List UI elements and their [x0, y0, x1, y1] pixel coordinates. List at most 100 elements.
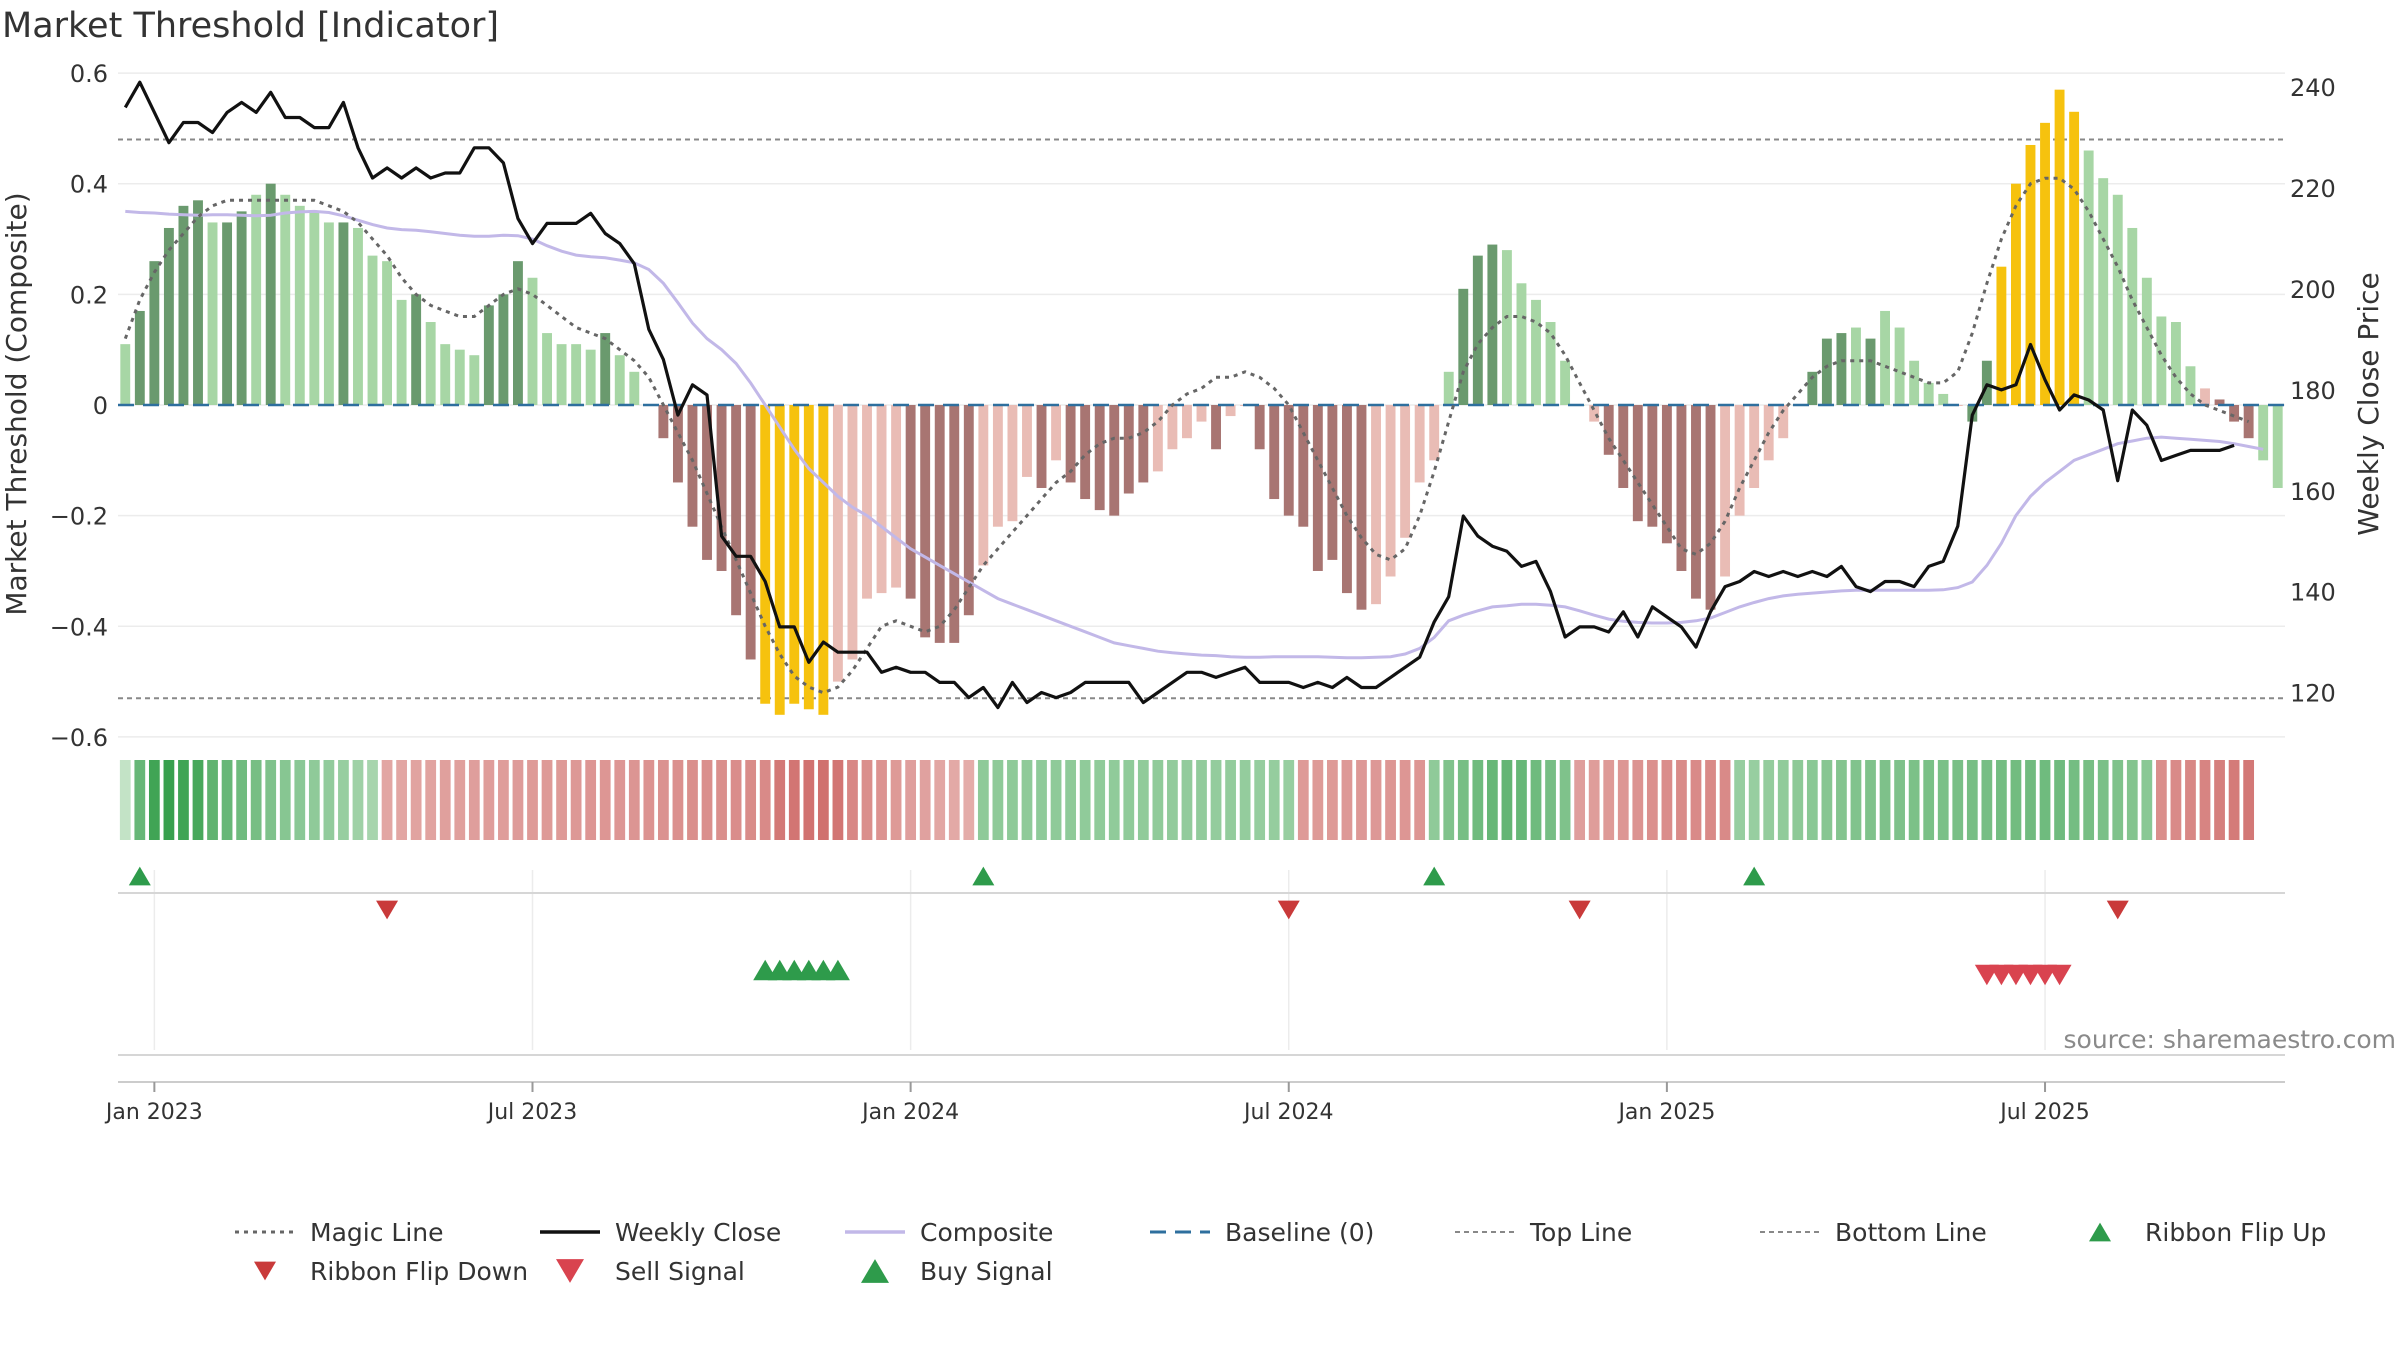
composite-bar	[1341, 405, 1352, 594]
composite-bar	[818, 405, 829, 715]
x-tick-label: Jul 2023	[486, 1100, 578, 1125]
x-tick-label: Jul 2025	[1998, 1100, 2090, 1125]
composite-bar	[178, 205, 189, 405]
ribbon-cell	[628, 760, 640, 840]
composite-bar	[2054, 89, 2065, 406]
ribbon-cell	[1428, 760, 1440, 840]
ribbon-cell	[876, 760, 887, 840]
ribbon-flip-down-marker	[376, 900, 399, 920]
x-axis: Jan 2023 Jul 2023 Jan 2024 Jul 2024 Jan 2025…	[104, 1081, 2285, 1125]
composite-bar	[1123, 405, 1134, 494]
ribbon-cell	[701, 760, 713, 840]
ribbon-cell	[1777, 760, 1789, 840]
composite-bar	[1836, 333, 1847, 405]
composite-bar	[2069, 111, 2080, 406]
composite-bar	[207, 222, 218, 405]
ribbon-cell	[687, 760, 698, 840]
composite-bar	[353, 227, 363, 405]
ribbon-cell	[1545, 760, 1556, 840]
legend-item-magic: Magic Line	[235, 1218, 444, 1247]
legend-label: Buy Signal	[920, 1257, 1053, 1286]
composite-bar	[978, 405, 989, 566]
composite-bar	[1036, 405, 1047, 488]
composite-bar	[454, 349, 465, 405]
composite-bar	[891, 405, 902, 588]
composite-bar	[1007, 405, 1018, 522]
composite-bar	[265, 183, 276, 405]
y2-tick-label: 200	[2290, 276, 2336, 304]
y2-tick-label: 140	[2290, 579, 2336, 607]
ribbon-flip-down-marker	[1568, 900, 1591, 920]
composite-bar	[2200, 388, 2210, 405]
ribbon-cell	[1661, 760, 1673, 840]
ribbon-cell	[2025, 760, 2036, 840]
composite-bar	[1225, 405, 1236, 417]
ribbon-cell	[2054, 760, 2065, 840]
legend-item-sell: Sell Signal	[556, 1257, 745, 1286]
ribbon-cell	[1007, 760, 1018, 840]
ribbon-cell	[2068, 760, 2080, 840]
legend-swatch	[861, 1259, 889, 1283]
ribbon-cell	[367, 760, 378, 840]
composite-bar	[527, 277, 538, 405]
ribbon-cell	[803, 760, 815, 840]
ribbon-cell	[1923, 760, 1935, 840]
ribbon-cell	[1850, 760, 1862, 840]
composite-bar	[745, 405, 756, 660]
composite-bar	[1603, 405, 1614, 455]
composite-bar	[294, 205, 305, 405]
ribbon-cell	[1734, 760, 1745, 840]
composite-bar	[1720, 405, 1731, 577]
composite-bar	[2098, 178, 2109, 405]
ribbon-cell	[1530, 760, 1542, 840]
ribbon-cell	[527, 760, 538, 840]
composite-bar	[658, 405, 669, 439]
composite-bar	[134, 310, 145, 405]
ribbon-cell	[1239, 760, 1251, 840]
ribbon-cell	[1385, 760, 1396, 840]
legend: Magic Line Weekly Close Composite Baseline …	[235, 1218, 2326, 1286]
ribbon-cell	[163, 760, 175, 840]
ribbon-cell	[861, 760, 873, 840]
ribbon-cell	[745, 760, 757, 840]
legend-label: Magic Line	[310, 1218, 444, 1247]
ribbon-cell	[294, 760, 306, 840]
composite-bar	[1691, 405, 1701, 599]
ribbon-cell	[570, 760, 582, 840]
composite-bar	[1022, 405, 1032, 477]
ribbon-cell	[2010, 760, 2022, 840]
composite-bar	[367, 255, 378, 405]
composite-bar	[1996, 266, 2007, 405]
ribbon-cell	[1196, 760, 1207, 840]
composite-bar	[1560, 360, 1571, 405]
legend-label: Baseline (0)	[1225, 1218, 1374, 1247]
y2-tick-label: 180	[2290, 377, 2336, 405]
ribbon-cell	[963, 760, 975, 840]
ribbon-cell	[454, 760, 466, 840]
composite-bar	[2243, 405, 2254, 439]
ribbon-cell	[483, 760, 495, 840]
composite-bar	[716, 405, 727, 571]
composite-bar	[2229, 405, 2240, 422]
ribbon-cell	[250, 760, 262, 840]
ribbon-cell	[1283, 760, 1295, 840]
ribbon-cell	[1312, 760, 1324, 840]
composite-bar	[1778, 405, 1789, 439]
composite-bar	[1458, 288, 1469, 405]
composite-bar	[1196, 405, 1207, 422]
legend-item-close: Weekly Close	[540, 1218, 781, 1247]
ribbon-cell	[352, 760, 364, 840]
y2-tick-label: 160	[2290, 478, 2336, 506]
composite-bar	[1356, 405, 1367, 610]
legend-label: Composite	[920, 1218, 1053, 1247]
weekly-close-line	[123, 80, 2235, 710]
legend-label: Ribbon Flip Down	[310, 1257, 528, 1286]
composite-bar	[920, 405, 931, 638]
composite-bar	[1080, 405, 1091, 500]
ribbon-cell	[439, 760, 451, 840]
ribbon-cell	[410, 760, 422, 840]
composite-bar	[2141, 277, 2152, 405]
ribbon-cell	[774, 760, 786, 840]
